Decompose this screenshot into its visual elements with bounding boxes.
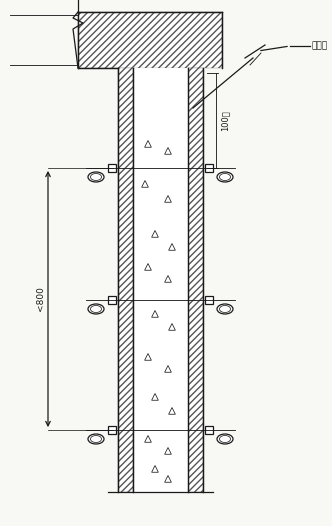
Text: <800: <800: [36, 287, 44, 311]
Ellipse shape: [217, 304, 233, 314]
Bar: [108, 296, 116, 304]
Ellipse shape: [217, 172, 233, 182]
Ellipse shape: [217, 434, 233, 444]
Ellipse shape: [88, 172, 104, 182]
Polygon shape: [133, 68, 188, 492]
Ellipse shape: [88, 434, 104, 444]
Bar: [205, 164, 213, 172]
Bar: [205, 296, 213, 304]
Bar: [205, 426, 213, 434]
Polygon shape: [188, 68, 203, 492]
Polygon shape: [118, 68, 133, 492]
Bar: [108, 164, 116, 172]
Text: 进料口: 进料口: [312, 42, 328, 50]
Ellipse shape: [88, 304, 104, 314]
Text: 100居: 100居: [220, 110, 229, 131]
Polygon shape: [78, 12, 222, 68]
Bar: [108, 426, 116, 434]
